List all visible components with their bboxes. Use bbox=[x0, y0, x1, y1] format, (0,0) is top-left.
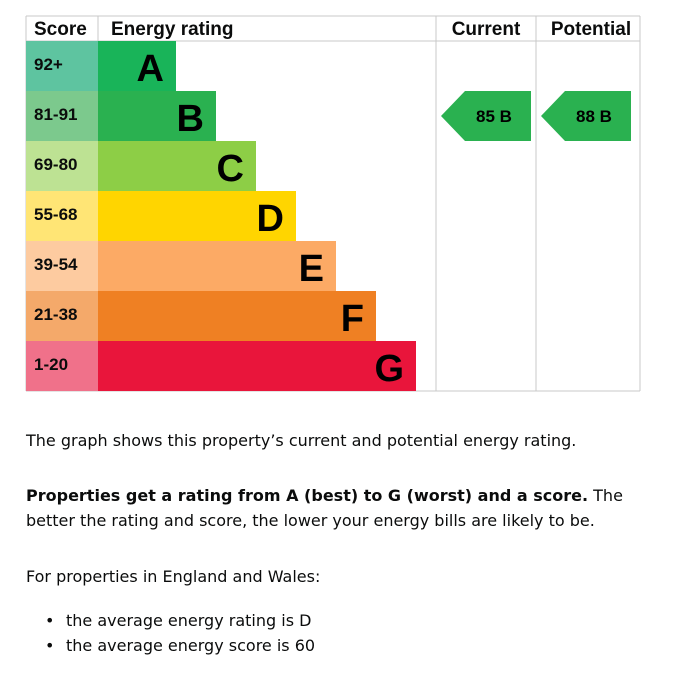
score-range-e: 39-54 bbox=[34, 255, 78, 274]
band-bar-f bbox=[98, 291, 376, 341]
potential-arrow bbox=[541, 91, 631, 141]
band-bar-e bbox=[98, 241, 336, 291]
england-wales-text: For properties in England and Wales: bbox=[26, 567, 321, 586]
band-letter-g: G bbox=[374, 348, 404, 390]
score-cell-c bbox=[26, 141, 98, 191]
header-current: Current bbox=[452, 19, 521, 40]
score-range-a: 92+ bbox=[34, 55, 63, 74]
averages-list: the average energy rating is D the avera… bbox=[26, 608, 315, 658]
band-bar-g bbox=[98, 341, 416, 391]
potential-rating-label: 88 B bbox=[576, 107, 612, 126]
score-range-g: 1-20 bbox=[34, 355, 68, 374]
band-bar-c bbox=[98, 141, 256, 191]
rating-explanation-bold: Properties get a rating from A (best) to… bbox=[26, 486, 589, 505]
current-arrow bbox=[441, 91, 531, 141]
current-rating-label: 85 B bbox=[476, 107, 512, 126]
rating-bands: 92+ A 81-91 B 69-80 C 55-68 D 39-54 E 21-38 F 1-20 G bbox=[26, 41, 416, 391]
score-cell-f bbox=[26, 291, 98, 341]
score-cell-d bbox=[26, 191, 98, 241]
score-range-b: 81-91 bbox=[34, 105, 77, 124]
band-bar-a bbox=[98, 41, 176, 91]
score-range-c: 69-80 bbox=[34, 155, 77, 174]
band-letter-b: B bbox=[177, 98, 204, 140]
band-bar-b bbox=[98, 91, 216, 141]
band-letter-c: C bbox=[217, 148, 244, 190]
band-letter-e: E bbox=[299, 248, 324, 290]
header-potential: Potential bbox=[551, 19, 631, 40]
rating-explanation-rest: The better the rating and score, the low… bbox=[26, 486, 623, 530]
score-cell-g bbox=[26, 341, 98, 391]
score-cell-b bbox=[26, 91, 98, 141]
score-cell-e bbox=[26, 241, 98, 291]
score-range-f: 21-38 bbox=[34, 305, 77, 324]
header-energy-rating: Energy rating bbox=[111, 19, 233, 40]
chart-headers: Score Energy rating Current Potential bbox=[34, 19, 631, 40]
band-bar-d bbox=[98, 191, 296, 241]
energy-rating-chart: Score Energy rating Current Potential 92… bbox=[25, 15, 641, 392]
average-score-item: the average energy score is 60 bbox=[26, 633, 315, 658]
band-letter-d: D bbox=[257, 198, 284, 240]
average-rating-item: the average energy rating is D bbox=[26, 608, 315, 633]
band-letter-a: A bbox=[137, 48, 164, 90]
band-letter-f: F bbox=[341, 298, 364, 340]
header-score: Score bbox=[34, 19, 87, 40]
intro-text: The graph shows this property’s current … bbox=[26, 431, 577, 450]
rating-explanation: Properties get a rating from A (best) to… bbox=[26, 483, 651, 533]
score-cell-a bbox=[26, 41, 98, 91]
score-range-d: 55-68 bbox=[34, 205, 77, 224]
rating-arrows: 85 B 88 B bbox=[441, 91, 631, 141]
